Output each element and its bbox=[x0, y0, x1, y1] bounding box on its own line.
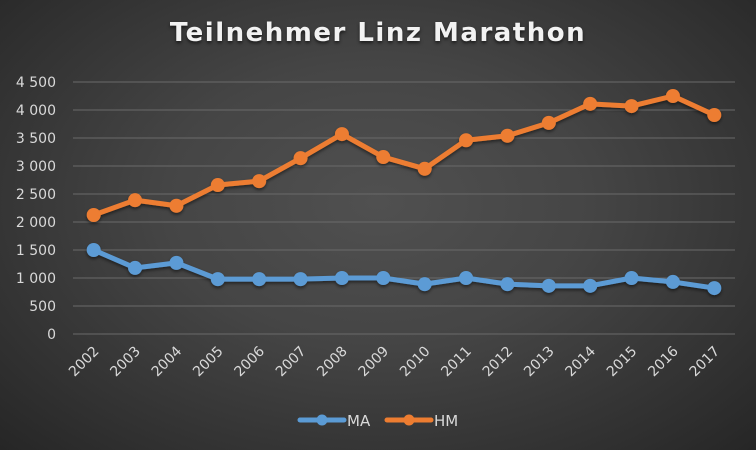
x-tick-label: 2013 bbox=[521, 344, 558, 381]
x-tick-label: 2011 bbox=[438, 344, 475, 381]
gridlines bbox=[73, 81, 735, 335]
x-tick-label: 2017 bbox=[687, 344, 724, 381]
series-ma bbox=[86, 243, 722, 296]
x-tick-label: 2008 bbox=[314, 344, 351, 381]
y-tick-label: 4 000 bbox=[16, 103, 56, 119]
legend: MA HM bbox=[297, 412, 458, 430]
x-tick-label: 2003 bbox=[107, 344, 144, 381]
x-tick-label: 2010 bbox=[397, 344, 434, 381]
y-tick-label: 3 500 bbox=[16, 131, 56, 147]
data-point-marker bbox=[376, 150, 391, 165]
data-series bbox=[86, 89, 722, 296]
x-tick-label: 2012 bbox=[480, 344, 517, 381]
data-point-marker bbox=[128, 260, 143, 275]
data-point-marker bbox=[376, 271, 391, 285]
data-point-marker bbox=[459, 271, 474, 285]
series-hm bbox=[86, 89, 722, 222]
data-point-marker bbox=[500, 277, 515, 292]
data-point-marker bbox=[624, 271, 639, 285]
data-point-marker bbox=[210, 178, 225, 193]
data-point-marker bbox=[707, 281, 722, 296]
data-point-marker bbox=[707, 108, 722, 123]
y-axis-labels: 0 500 1 000 1 500 2 000 2 500 3 000 3 500 4 000 4… bbox=[16, 75, 56, 343]
data-point-marker bbox=[624, 99, 639, 114]
chart-title: Teilnehmer Linz Marathon bbox=[169, 18, 587, 48]
series-line bbox=[91, 93, 717, 218]
y-tick-label: 1 000 bbox=[16, 271, 56, 287]
data-point-marker bbox=[334, 271, 349, 285]
data-point-marker bbox=[252, 272, 267, 287]
x-tick-label: 2004 bbox=[149, 343, 186, 380]
legend-item-hm: HM bbox=[384, 412, 458, 430]
legend-item-ma: MA bbox=[297, 412, 371, 430]
x-tick-label: 2007 bbox=[273, 344, 310, 381]
data-point-marker bbox=[210, 272, 225, 287]
data-point-marker bbox=[417, 277, 432, 292]
x-tick-label: 2016 bbox=[645, 343, 682, 380]
legend-marker-icon bbox=[403, 414, 415, 426]
data-point-marker bbox=[665, 89, 680, 103]
data-point-marker bbox=[583, 278, 598, 293]
data-point-marker bbox=[459, 133, 474, 148]
data-point-marker bbox=[417, 161, 432, 176]
y-tick-label: 500 bbox=[29, 299, 56, 315]
data-point-marker bbox=[128, 193, 143, 208]
data-point-marker bbox=[86, 243, 101, 257]
data-point-marker bbox=[334, 127, 349, 142]
data-point-marker bbox=[665, 274, 680, 289]
x-tick-label: 2014 bbox=[563, 343, 600, 380]
x-tick-label: 2009 bbox=[356, 344, 393, 381]
legend-marker-icon bbox=[316, 414, 328, 426]
x-tick-label: 2015 bbox=[604, 344, 641, 381]
y-tick-label: 1 500 bbox=[16, 243, 56, 259]
x-tick-label: 2005 bbox=[190, 344, 227, 381]
y-tick-label: 0 bbox=[47, 327, 56, 343]
data-point-marker bbox=[541, 278, 556, 293]
x-tick-label: 2002 bbox=[66, 344, 103, 381]
legend-label: HM bbox=[434, 412, 458, 430]
data-point-marker bbox=[293, 151, 308, 166]
data-point-marker bbox=[541, 115, 556, 130]
series-line bbox=[91, 247, 717, 291]
data-point-marker bbox=[293, 272, 308, 287]
y-tick-label: 4 500 bbox=[16, 75, 56, 91]
data-point-marker bbox=[583, 96, 598, 111]
data-point-marker bbox=[169, 198, 184, 213]
y-tick-label: 2 500 bbox=[16, 187, 56, 203]
data-point-marker bbox=[86, 208, 101, 222]
x-tick-label: 2006 bbox=[232, 343, 269, 380]
x-axis-labels: 2002 2003 2004 2005 2006 2007 2008 2009 2010 2011… bbox=[66, 343, 723, 380]
data-point-marker bbox=[500, 128, 515, 143]
y-tick-label: 2 000 bbox=[16, 215, 56, 231]
data-point-marker bbox=[169, 255, 184, 270]
legend-label: MA bbox=[347, 412, 371, 430]
y-tick-label: 3 000 bbox=[16, 159, 56, 175]
data-point-marker bbox=[252, 174, 267, 189]
